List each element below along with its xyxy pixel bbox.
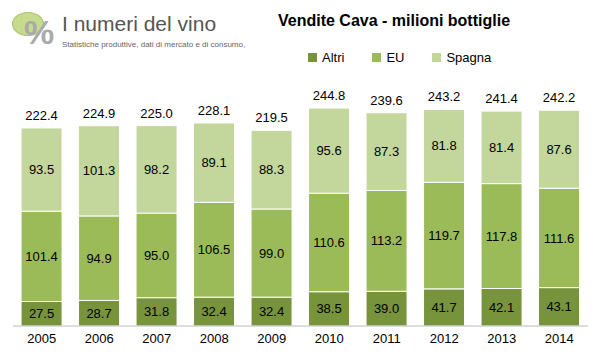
- svg-text:2005: 2005: [27, 331, 56, 346]
- svg-text:87.3: 87.3: [374, 144, 399, 159]
- svg-text:244.8: 244.8: [313, 88, 346, 103]
- svg-text:106.5: 106.5: [198, 242, 231, 257]
- svg-text:228.1: 228.1: [198, 103, 231, 118]
- svg-text:99.0: 99.0: [259, 246, 284, 261]
- svg-text:241.4: 241.4: [485, 91, 518, 106]
- svg-text:95.0: 95.0: [144, 248, 169, 263]
- html-text:Statistiche produttive, dati d: Statistiche produttive, dati di mercato …: [62, 40, 246, 49]
- svg-text:117.8: 117.8: [486, 229, 518, 244]
- svg-text:242.2: 242.2: [543, 90, 576, 105]
- svg-text:42.1: 42.1: [489, 300, 514, 315]
- svg-text:110.6: 110.6: [313, 235, 345, 250]
- svg-text:98.2: 98.2: [144, 162, 169, 177]
- svg-text:43.1: 43.1: [546, 299, 571, 314]
- html-text:EU: EU: [386, 50, 405, 65]
- svg-text:2010: 2010: [315, 331, 344, 346]
- svg-text:81.8: 81.8: [431, 138, 456, 153]
- html-text:Vendite Cava - milioni bottigl: Vendite Cava - milioni bottiglie: [278, 12, 510, 29]
- svg-text:81.4: 81.4: [489, 140, 514, 155]
- svg-text:41.7: 41.7: [431, 300, 456, 315]
- svg-text:225.0: 225.0: [140, 106, 173, 121]
- svg-text:28.7: 28.7: [86, 306, 111, 321]
- svg-text:88.3: 88.3: [259, 162, 284, 177]
- svg-text:27.5: 27.5: [29, 306, 54, 321]
- svg-text:2011: 2011: [373, 331, 401, 346]
- svg-text:95.6: 95.6: [316, 143, 341, 158]
- svg-text:111.6: 111.6: [544, 231, 575, 246]
- svg-text:2007: 2007: [142, 331, 171, 346]
- svg-text:2006: 2006: [85, 331, 114, 346]
- svg-text:31.8: 31.8: [144, 304, 169, 319]
- svg-text:243.2: 243.2: [428, 89, 461, 104]
- svg-text:239.6: 239.6: [370, 93, 403, 108]
- svg-text:119.7: 119.7: [428, 228, 460, 243]
- svg-text:2014: 2014: [545, 331, 574, 346]
- svg-text:224.9: 224.9: [83, 106, 116, 121]
- svg-text:2008: 2008: [200, 331, 229, 346]
- svg-text:2012: 2012: [430, 331, 459, 346]
- html-text:Altri: Altri: [322, 50, 345, 65]
- svg-text:32.4: 32.4: [201, 304, 226, 319]
- svg-text:2009: 2009: [257, 331, 286, 346]
- svg-text:113.2: 113.2: [371, 233, 403, 248]
- svg-text:222.4: 222.4: [25, 108, 58, 123]
- svg-text:39.0: 39.0: [374, 301, 399, 316]
- svg-text:38.5: 38.5: [316, 301, 341, 316]
- svg-text:101.3: 101.3: [83, 163, 116, 178]
- html-text:% I numeri del vino: % I numeri del vino: [24, 12, 217, 51]
- svg-text:2013: 2013: [487, 331, 516, 346]
- html-text:Spagna: Spagna: [446, 50, 492, 65]
- svg-text:94.9: 94.9: [86, 251, 111, 266]
- svg-text:32.4: 32.4: [259, 304, 284, 319]
- svg-text:89.1: 89.1: [201, 155, 226, 170]
- svg-text:87.6: 87.6: [546, 142, 571, 157]
- svg-text:219.5: 219.5: [255, 110, 288, 125]
- svg-text:101.4: 101.4: [25, 249, 58, 264]
- svg-text:93.5: 93.5: [29, 162, 54, 177]
